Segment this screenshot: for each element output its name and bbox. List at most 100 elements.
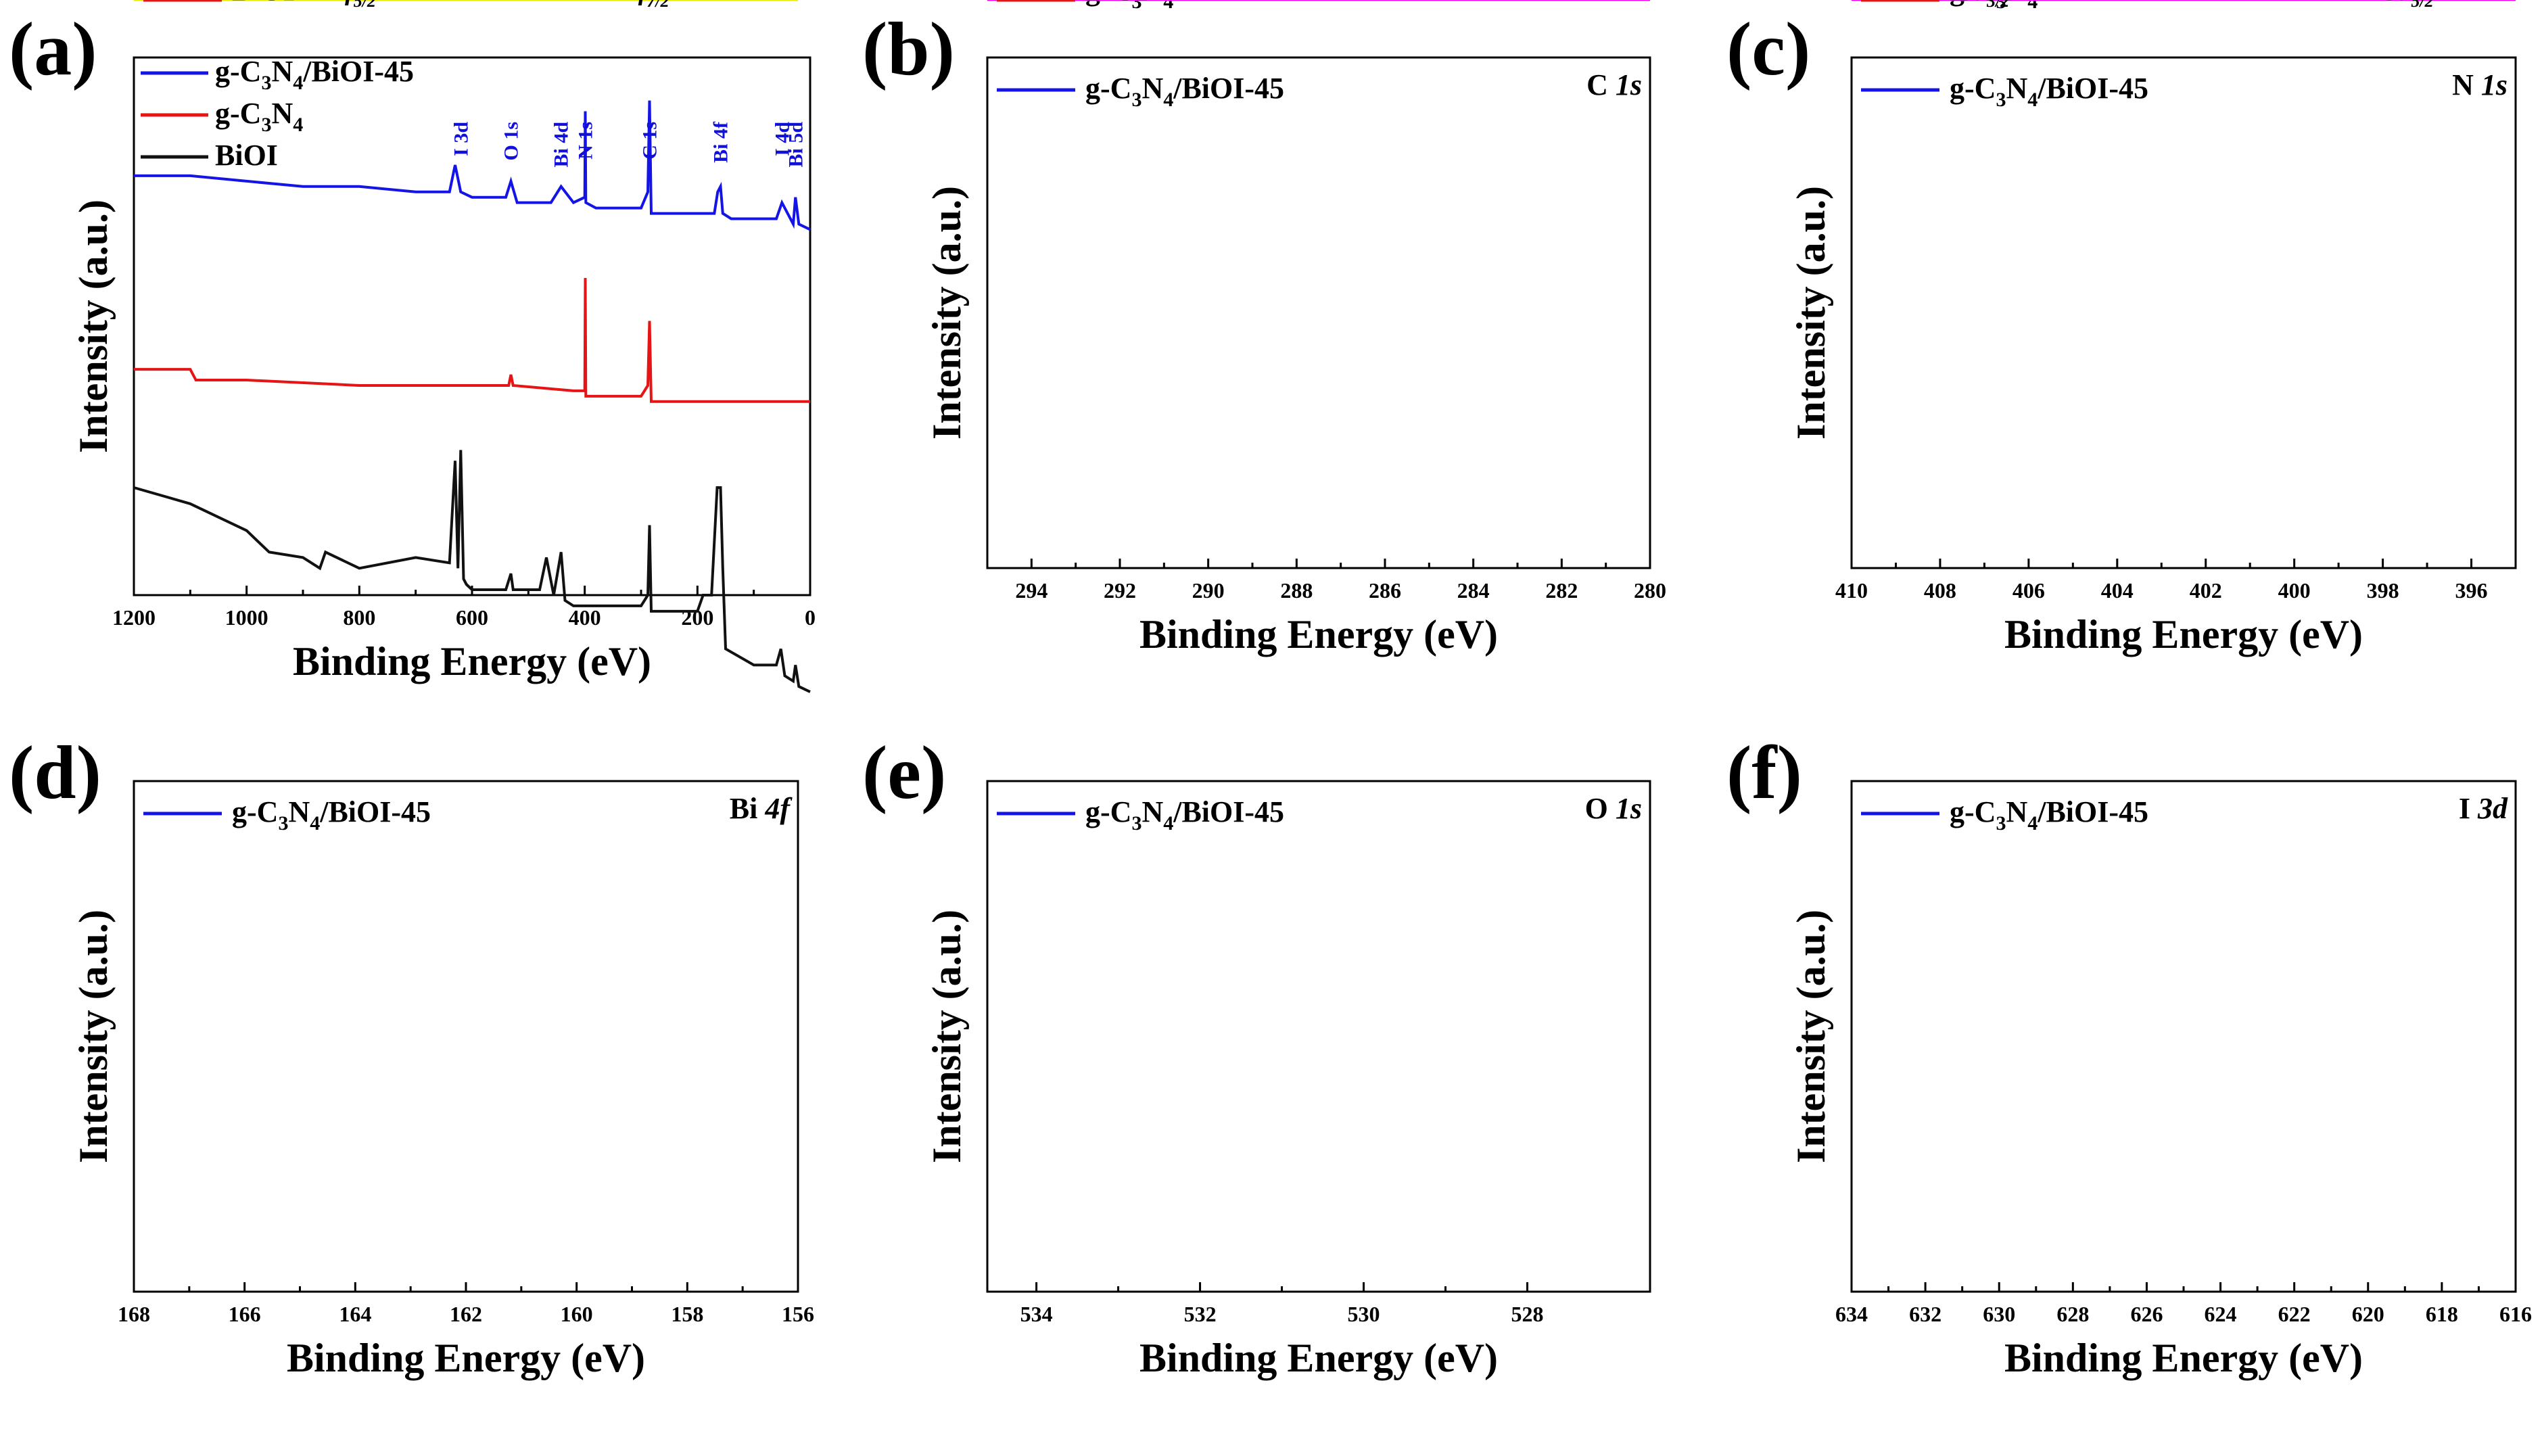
core-level-element: O xyxy=(1585,792,1616,825)
legend-subscript: 4 xyxy=(2027,89,2038,111)
core-level-orbital: 1s xyxy=(1616,68,1642,101)
x-tick-label: 600 xyxy=(456,605,488,630)
x-tick-label: 622 xyxy=(2278,1302,2311,1326)
legend-text: N xyxy=(2006,0,2027,7)
x-tick-label: 532 xyxy=(1184,1302,1217,1326)
legend-subscript: 4 xyxy=(2027,0,2038,13)
plot-frame xyxy=(986,780,1651,1293)
legend-text: g-C xyxy=(215,97,261,130)
plot-frame xyxy=(986,56,1651,569)
peak-label-subscript: 7/2 xyxy=(646,0,669,11)
legend-text: /BiOI-45 xyxy=(2037,72,2148,105)
peak-annotation: O 1s xyxy=(500,122,523,161)
survey-spectrum-gcn xyxy=(134,277,810,403)
peak-annotation: N 1s xyxy=(575,122,597,160)
legend-text: BiOI xyxy=(215,139,278,172)
legend-label: g-C3N4/BiOI-45 xyxy=(1085,72,1284,111)
legend-subscript: 4 xyxy=(293,114,303,136)
x-tick-label: 160 xyxy=(561,1302,593,1326)
plot-frame xyxy=(1850,56,2517,569)
x-tick-label: 288 xyxy=(1280,578,1313,603)
x-tick-label: 284 xyxy=(1457,578,1490,603)
x-tick-label: 294 xyxy=(1015,578,1048,603)
peak-label-base: I xyxy=(1945,0,1961,6)
legend-subscript: 4 xyxy=(1163,89,1173,111)
x-tick-label: 410 xyxy=(1835,578,1868,603)
core-level-label: I 3d xyxy=(2459,792,2508,825)
legend-subscript: 3 xyxy=(261,72,271,94)
legend-text: N xyxy=(2006,72,2027,105)
peak-annotation: Bi 4f xyxy=(710,121,732,163)
core-level-label: O 1s xyxy=(1585,792,1642,825)
x-tick-label: 618 xyxy=(2426,1302,2458,1326)
legend-label: BiOI xyxy=(1085,0,1148,7)
plot-frame xyxy=(133,780,799,1293)
x-axis-title: Binding Energy (eV) xyxy=(1139,612,1498,657)
core-level-element: C xyxy=(1586,68,1616,101)
x-tick-label: 632 xyxy=(1909,1302,1941,1326)
legend-subscript: 3 xyxy=(1996,812,2006,835)
legend-subscript: 3 xyxy=(1996,0,2006,13)
legend-text: N xyxy=(2006,795,2027,828)
panel-label: (c) xyxy=(1726,7,1810,91)
x-tick-label: 406 xyxy=(2013,578,2045,603)
peak-annotation: C 1s xyxy=(639,122,661,160)
peak-label: I 3d5/2 xyxy=(2369,0,2434,11)
legend-label: BiOI xyxy=(215,139,278,172)
legend-label: g-C3N4/BiOI-45 xyxy=(215,55,414,94)
x-tick-label: 292 xyxy=(1104,578,1136,603)
x-tick-label: 528 xyxy=(1511,1302,1544,1326)
x-tick-label: 634 xyxy=(1835,1302,1868,1326)
legend-text: N xyxy=(288,795,310,828)
legend-text: g-C xyxy=(1085,72,1131,105)
x-tick-label: 166 xyxy=(229,1302,261,1326)
legend-label: BiOI xyxy=(1950,0,2013,7)
x-axis-title: Binding Energy (eV) xyxy=(1139,1336,1498,1380)
x-tick-label: 156 xyxy=(782,1302,814,1326)
x-tick-label: 628 xyxy=(2056,1302,2089,1326)
legend-text: N xyxy=(1141,795,1163,828)
core-level-orbital: 4f xyxy=(764,792,793,825)
legend-text: /BiOI-45 xyxy=(2037,795,2148,828)
x-tick-label: 164 xyxy=(339,1302,371,1326)
core-level-label: C 1s xyxy=(1586,68,1642,101)
y-axis-title: Intensity (a.u.) xyxy=(71,910,116,1163)
x-tick-label: 396 xyxy=(2455,578,2488,603)
x-tick-label: 626 xyxy=(2130,1302,2163,1326)
peak-label-subscript: 5/2 xyxy=(354,0,376,11)
legend-text: /BiOI-45 xyxy=(1173,795,1284,828)
x-tick-label: 290 xyxy=(1192,578,1225,603)
core-level-orbital: 1s xyxy=(1616,792,1642,825)
peak-label-orbital: 3d xyxy=(2384,0,2411,6)
x-axis-title: Binding Energy (eV) xyxy=(293,639,651,684)
peak-label-subscript: 5/2 xyxy=(2411,0,2433,11)
panel-label: (a) xyxy=(9,7,97,91)
peak-label-orbital: 4f xyxy=(625,0,649,6)
legend-subscript: 3 xyxy=(1131,812,1141,835)
peak-label: Bi 4f7/2 xyxy=(594,0,669,11)
y-axis-title: Intensity (a.u.) xyxy=(924,910,969,1163)
core-level-orbital: 1s xyxy=(2481,68,2508,101)
legend-label: g-C3N4 xyxy=(1950,0,2038,13)
legend-subscript: 3 xyxy=(1131,0,1141,13)
legend-text: N xyxy=(1141,72,1163,105)
peak-annotation: I 4d xyxy=(771,122,793,156)
peak-label: Bi 4f5/2 xyxy=(302,0,376,11)
peak-label: I 3d3/2 xyxy=(1945,0,2010,11)
legend-text: /BiOI-45 xyxy=(319,795,431,828)
core-level-element: N xyxy=(2452,68,2481,101)
x-tick-label: 398 xyxy=(2367,578,2399,603)
legend-text: /BiOI-45 xyxy=(302,55,414,88)
x-tick-label: 630 xyxy=(1983,1302,2015,1326)
legend-subscript: 3 xyxy=(1131,89,1141,111)
x-tick-label: 1200 xyxy=(112,605,156,630)
peak-label-orbital: 4f xyxy=(331,0,356,6)
x-tick-label: 534 xyxy=(1020,1302,1053,1326)
x-tick-label: 162 xyxy=(450,1302,482,1326)
x-tick-label: 408 xyxy=(1924,578,1956,603)
panel-c: 410 408 406 404 402 400 398 396 Binding Energy (… xyxy=(1726,0,2517,657)
peak-annotation: I 3d xyxy=(450,122,472,156)
legend-subscript: 4 xyxy=(310,812,320,835)
x-tick-label: 620 xyxy=(2352,1302,2384,1326)
